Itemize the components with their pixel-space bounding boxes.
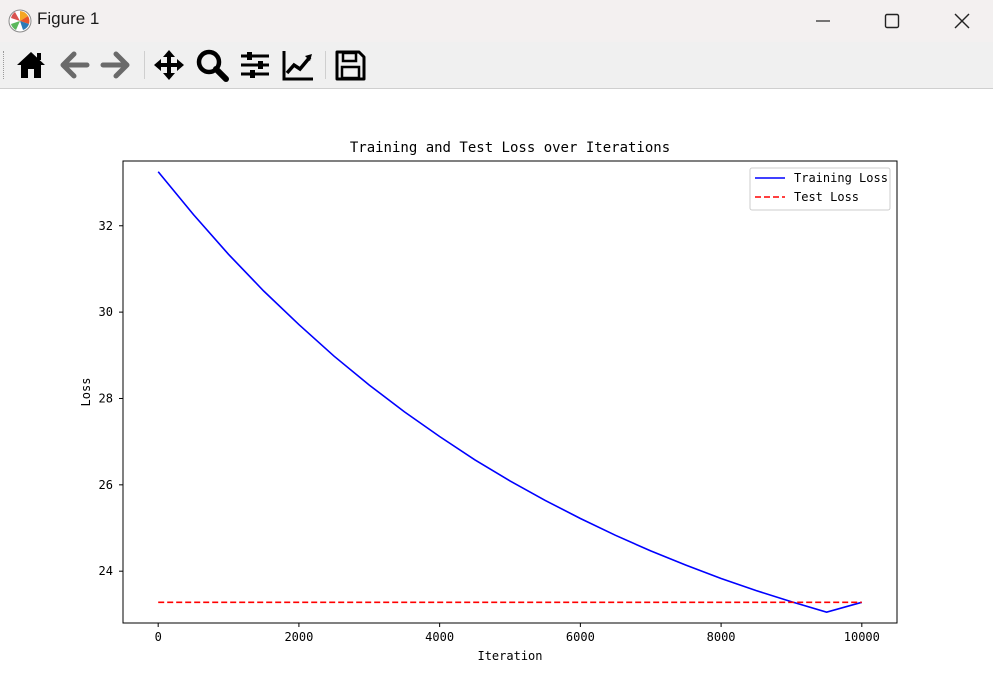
- plot-area-background: [123, 161, 897, 623]
- line-chart-icon: [282, 51, 313, 81]
- move-icon: [154, 50, 184, 80]
- plot-area-frame: [122, 160, 898, 624]
- chart-title: Training and Test Loss over Iterations: [350, 140, 670, 156]
- close-icon: [954, 13, 970, 29]
- toolbar-separator: [144, 51, 145, 79]
- legend[interactable]: Training Loss Test Loss: [749, 167, 891, 211]
- configure-subplots-button[interactable]: [236, 47, 274, 83]
- window-title: Figure 1: [37, 9, 100, 28]
- figure-canvas[interactable]: 0 2000 4000 6000 8000 10000 24 26 28 30 32 Trainin…: [0, 89, 993, 685]
- sliders-icon: [241, 52, 269, 78]
- series-layer: [157, 171, 863, 614]
- x-axis-label: Iteration: [477, 649, 542, 663]
- save-button[interactable]: [331, 47, 369, 83]
- y-tick-label: 26: [99, 478, 113, 492]
- y-tick-label: 24: [99, 564, 113, 578]
- x-tick-label: 2000: [284, 630, 313, 644]
- maximize-icon: [884, 13, 900, 29]
- minimize-icon: [816, 20, 830, 22]
- series-line-training-loss: [157, 171, 863, 614]
- save-icon: [335, 50, 366, 81]
- y-tick-label: 30: [99, 305, 113, 319]
- home-icon: [17, 52, 45, 78]
- matplotlib-logo-icon: [8, 9, 32, 33]
- y-tick-label: 32: [99, 219, 113, 233]
- x-tick-label: 8000: [707, 630, 736, 644]
- toolbar-grip: [3, 51, 6, 79]
- zoom-icon: [196, 49, 229, 82]
- pan-button[interactable]: [150, 47, 188, 83]
- axis-layer: 0 2000 4000 6000 8000 10000 24 26 28 30 32: [99, 219, 880, 644]
- home-button[interactable]: [12, 47, 50, 83]
- y-axis-label: Loss: [79, 378, 93, 407]
- x-tick-label: 10000: [844, 630, 880, 644]
- navigation-toolbar: [0, 42, 993, 89]
- back-arrow-icon: [60, 51, 90, 79]
- window-titlebar: Figure 1: [0, 0, 993, 42]
- toolbar-separator: [325, 51, 326, 79]
- y-tick-label: 28: [99, 391, 113, 405]
- x-tick-label: 4000: [425, 630, 454, 644]
- legend-label-test-loss: Test Loss: [794, 190, 859, 204]
- x-tick-label: 6000: [566, 630, 595, 644]
- maximize-button[interactable]: [869, 0, 915, 42]
- forward-button[interactable]: [97, 47, 135, 83]
- edit-axis-button[interactable]: [279, 47, 317, 83]
- close-button[interactable]: [939, 0, 985, 42]
- back-button[interactable]: [55, 47, 93, 83]
- forward-arrow-icon: [100, 51, 130, 79]
- minimize-button[interactable]: [800, 0, 846, 42]
- x-tick-label: 0: [155, 630, 162, 644]
- zoom-button[interactable]: [193, 47, 231, 83]
- loss-chart: 0 2000 4000 6000 8000 10000 24 26 28 30 32 Trainin…: [79, 140, 898, 663]
- legend-label-training-loss: Training Loss: [794, 171, 888, 185]
